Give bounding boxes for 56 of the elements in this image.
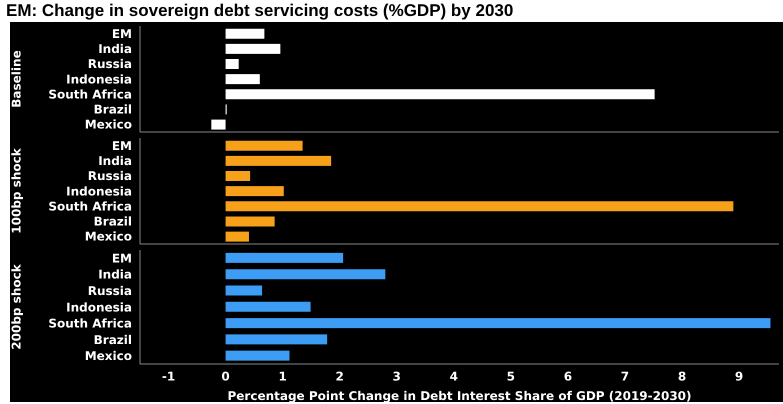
bar xyxy=(226,201,734,212)
y-tick-label: EM xyxy=(112,26,132,41)
x-tick-label: 2 xyxy=(336,370,344,384)
y-tick-label: Russia xyxy=(88,284,132,298)
y-tick-label: Mexico xyxy=(84,230,132,244)
y-axis-title: 200bp shock xyxy=(9,263,24,350)
y-axis-title: 100bp shock xyxy=(9,147,24,234)
x-tick-label: 0 xyxy=(221,370,230,384)
y-tick-label: South Africa xyxy=(48,199,132,214)
y-tick-label: Brazil xyxy=(94,214,132,229)
y-tick-label: India xyxy=(98,268,132,282)
bar xyxy=(226,318,770,328)
y-tick-label: Mexico xyxy=(84,349,132,364)
bar xyxy=(226,44,280,54)
x-tick-label: 9 xyxy=(734,370,744,384)
bar xyxy=(226,334,328,344)
y-tick-label: EM xyxy=(112,251,132,266)
y-tick-label: South Africa xyxy=(48,316,132,331)
x-tick-label: 3 xyxy=(392,370,401,384)
y-tick-label: India xyxy=(98,42,132,56)
bar xyxy=(226,59,239,70)
bar xyxy=(226,28,264,39)
y-tick-label: EM xyxy=(112,138,132,153)
y-tick-label: Russia xyxy=(88,169,132,184)
bar xyxy=(226,156,332,166)
x-tick-label: 6 xyxy=(564,370,572,384)
y-tick-label: India xyxy=(98,154,132,168)
y-tick-label: Russia xyxy=(88,57,132,72)
x-tick-label: 7 xyxy=(620,370,630,384)
bar xyxy=(226,89,655,100)
x-tick-label: -1 xyxy=(162,370,176,384)
y-tick-label: South Africa xyxy=(48,87,132,102)
x-tick-label: 4 xyxy=(450,370,458,384)
x-tick-label: 8 xyxy=(678,370,686,384)
bar xyxy=(226,269,386,280)
y-tick-label: Indonesia xyxy=(66,72,132,86)
x-tick-label: 1 xyxy=(278,370,287,384)
y-axis-title: Baseline xyxy=(9,50,24,108)
y-tick-label: Brazil xyxy=(94,102,132,117)
x-tick-label: 5 xyxy=(506,370,516,384)
bar xyxy=(226,74,260,84)
y-tick-label: Indonesia xyxy=(66,184,132,198)
bar xyxy=(226,171,250,182)
bar xyxy=(226,140,303,151)
bar xyxy=(211,120,226,130)
bar xyxy=(226,216,275,226)
bar xyxy=(226,252,344,263)
bar xyxy=(226,302,311,312)
bar xyxy=(226,350,290,361)
bar xyxy=(226,186,284,196)
y-tick-label: Indonesia xyxy=(66,300,132,314)
bar xyxy=(226,286,262,296)
y-tick-label: Brazil xyxy=(94,332,132,347)
bar xyxy=(226,232,249,242)
chart-title: EM: Change in sovereign debt servicing costs (%GDP) by 2030 xyxy=(5,0,514,22)
y-tick-label: Mexico xyxy=(84,118,132,132)
